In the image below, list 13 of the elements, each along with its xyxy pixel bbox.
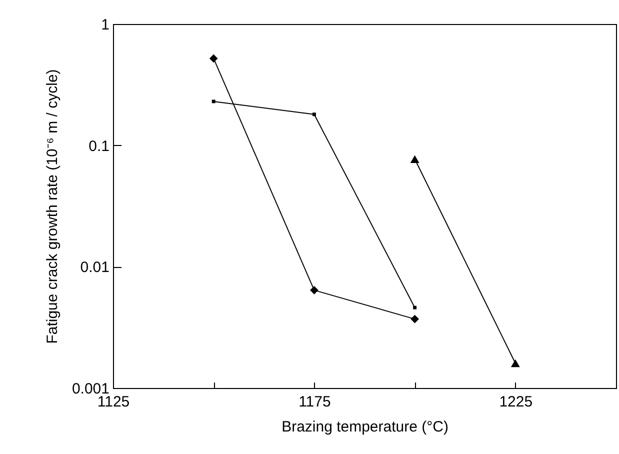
point — [310, 286, 318, 294]
x-tick-label: 1225 — [499, 394, 533, 410]
point — [209, 54, 218, 63]
y-tick-label: 0.01 — [80, 259, 110, 276]
y-axis-title: Fatigue crack growth rate (10⁻⁶ m / cycle) — [44, 69, 61, 344]
point — [410, 314, 419, 324]
point — [413, 306, 417, 310]
y-tick-label: 0.1 — [88, 138, 110, 155]
point — [312, 112, 316, 116]
x-axis-title: Brazing temperature (°C) — [282, 418, 448, 436]
y-tick-label: 1 — [101, 16, 110, 34]
point — [212, 100, 216, 104]
x-tick-label: 1175 — [298, 394, 331, 410]
